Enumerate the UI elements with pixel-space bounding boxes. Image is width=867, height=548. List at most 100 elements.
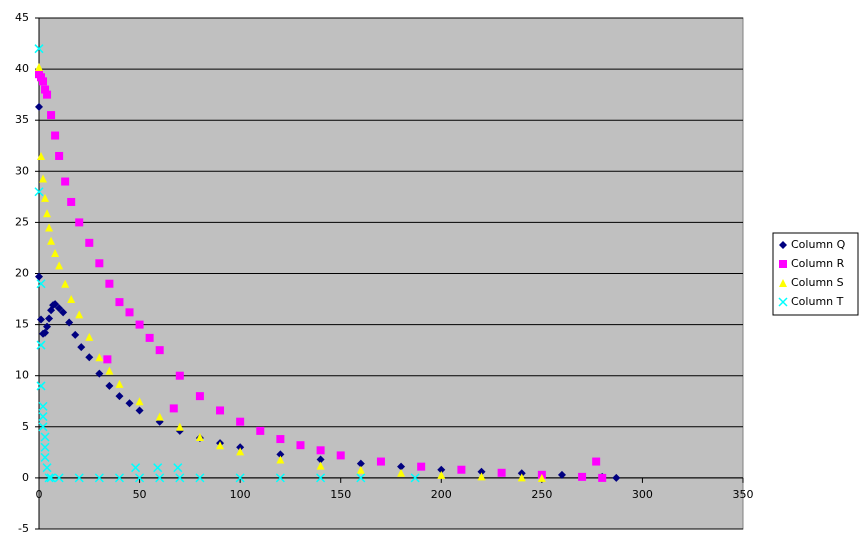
point bbox=[517, 473, 526, 482]
point bbox=[145, 333, 154, 342]
y-tick-label: -5 bbox=[18, 522, 29, 535]
point bbox=[131, 463, 141, 473]
point bbox=[153, 463, 163, 473]
point bbox=[235, 473, 245, 483]
legend-box bbox=[772, 232, 859, 316]
point bbox=[38, 401, 48, 411]
y-tick-label: 45 bbox=[15, 11, 29, 24]
point bbox=[578, 472, 587, 481]
point bbox=[356, 473, 366, 483]
point bbox=[51, 300, 60, 309]
point bbox=[39, 174, 48, 183]
point bbox=[61, 279, 70, 288]
point bbox=[397, 468, 406, 477]
point bbox=[85, 353, 94, 362]
point bbox=[47, 111, 56, 120]
point bbox=[67, 295, 76, 304]
point bbox=[61, 177, 70, 186]
point bbox=[51, 131, 60, 140]
point bbox=[34, 187, 44, 197]
point bbox=[105, 279, 114, 288]
point bbox=[51, 249, 60, 258]
point bbox=[173, 463, 183, 473]
point bbox=[45, 314, 54, 323]
legend-label: Column Q bbox=[791, 238, 846, 251]
point bbox=[115, 298, 124, 307]
point bbox=[46, 473, 56, 483]
point bbox=[38, 422, 48, 432]
legend-label: Column T bbox=[791, 295, 844, 308]
point bbox=[175, 422, 184, 431]
point bbox=[537, 473, 546, 482]
point bbox=[85, 332, 94, 341]
point bbox=[276, 435, 285, 444]
point bbox=[497, 468, 506, 477]
point bbox=[38, 412, 48, 422]
point bbox=[417, 462, 426, 471]
legend-label: Column S bbox=[791, 276, 844, 289]
point bbox=[55, 151, 64, 160]
point bbox=[296, 441, 305, 450]
y-tick-label: 10 bbox=[15, 369, 29, 382]
point bbox=[125, 308, 134, 317]
point bbox=[105, 366, 114, 375]
point bbox=[75, 310, 84, 319]
x-tick-label: 250 bbox=[531, 488, 552, 501]
point bbox=[356, 459, 365, 468]
x-tick-label: 350 bbox=[733, 488, 754, 501]
point bbox=[35, 272, 43, 281]
point bbox=[94, 473, 104, 483]
point bbox=[47, 236, 56, 245]
point bbox=[135, 473, 145, 483]
x-tick-label: 300 bbox=[632, 488, 653, 501]
point bbox=[42, 463, 52, 473]
point bbox=[40, 432, 50, 442]
point bbox=[43, 209, 52, 218]
point bbox=[65, 318, 74, 327]
point bbox=[55, 304, 64, 313]
x-tick-label: 150 bbox=[330, 488, 351, 501]
point bbox=[103, 355, 112, 364]
point bbox=[397, 462, 406, 471]
point bbox=[316, 455, 325, 464]
y-tick-label: 25 bbox=[15, 215, 29, 228]
point bbox=[41, 85, 50, 94]
point bbox=[276, 455, 285, 464]
point bbox=[54, 473, 64, 483]
y-tick-label: 0 bbox=[22, 471, 29, 484]
point bbox=[115, 379, 124, 388]
point bbox=[77, 343, 86, 352]
point bbox=[410, 473, 420, 483]
point bbox=[135, 397, 144, 406]
point bbox=[43, 90, 52, 99]
point bbox=[125, 399, 134, 408]
point bbox=[74, 473, 84, 483]
point bbox=[115, 392, 124, 401]
point bbox=[169, 404, 178, 413]
point bbox=[105, 381, 114, 390]
point bbox=[44, 473, 54, 483]
point bbox=[437, 465, 446, 474]
point bbox=[135, 406, 144, 415]
point bbox=[155, 412, 164, 421]
point bbox=[45, 223, 54, 232]
point bbox=[37, 73, 46, 82]
point bbox=[175, 473, 185, 483]
point bbox=[41, 328, 50, 337]
x-tick-label: 100 bbox=[230, 488, 251, 501]
point bbox=[95, 369, 104, 378]
point bbox=[477, 467, 486, 476]
point bbox=[477, 472, 486, 481]
point bbox=[236, 417, 245, 426]
point bbox=[35, 102, 43, 111]
x-tick-label: 200 bbox=[431, 488, 452, 501]
point bbox=[35, 63, 43, 72]
point bbox=[437, 470, 446, 479]
y-tick-label: 35 bbox=[15, 113, 29, 126]
point bbox=[155, 346, 164, 355]
y-tick-label: 40 bbox=[15, 62, 29, 75]
legend-marker bbox=[779, 241, 787, 249]
point bbox=[356, 465, 365, 474]
point bbox=[195, 392, 204, 401]
x-tick-label: 0 bbox=[36, 488, 43, 501]
